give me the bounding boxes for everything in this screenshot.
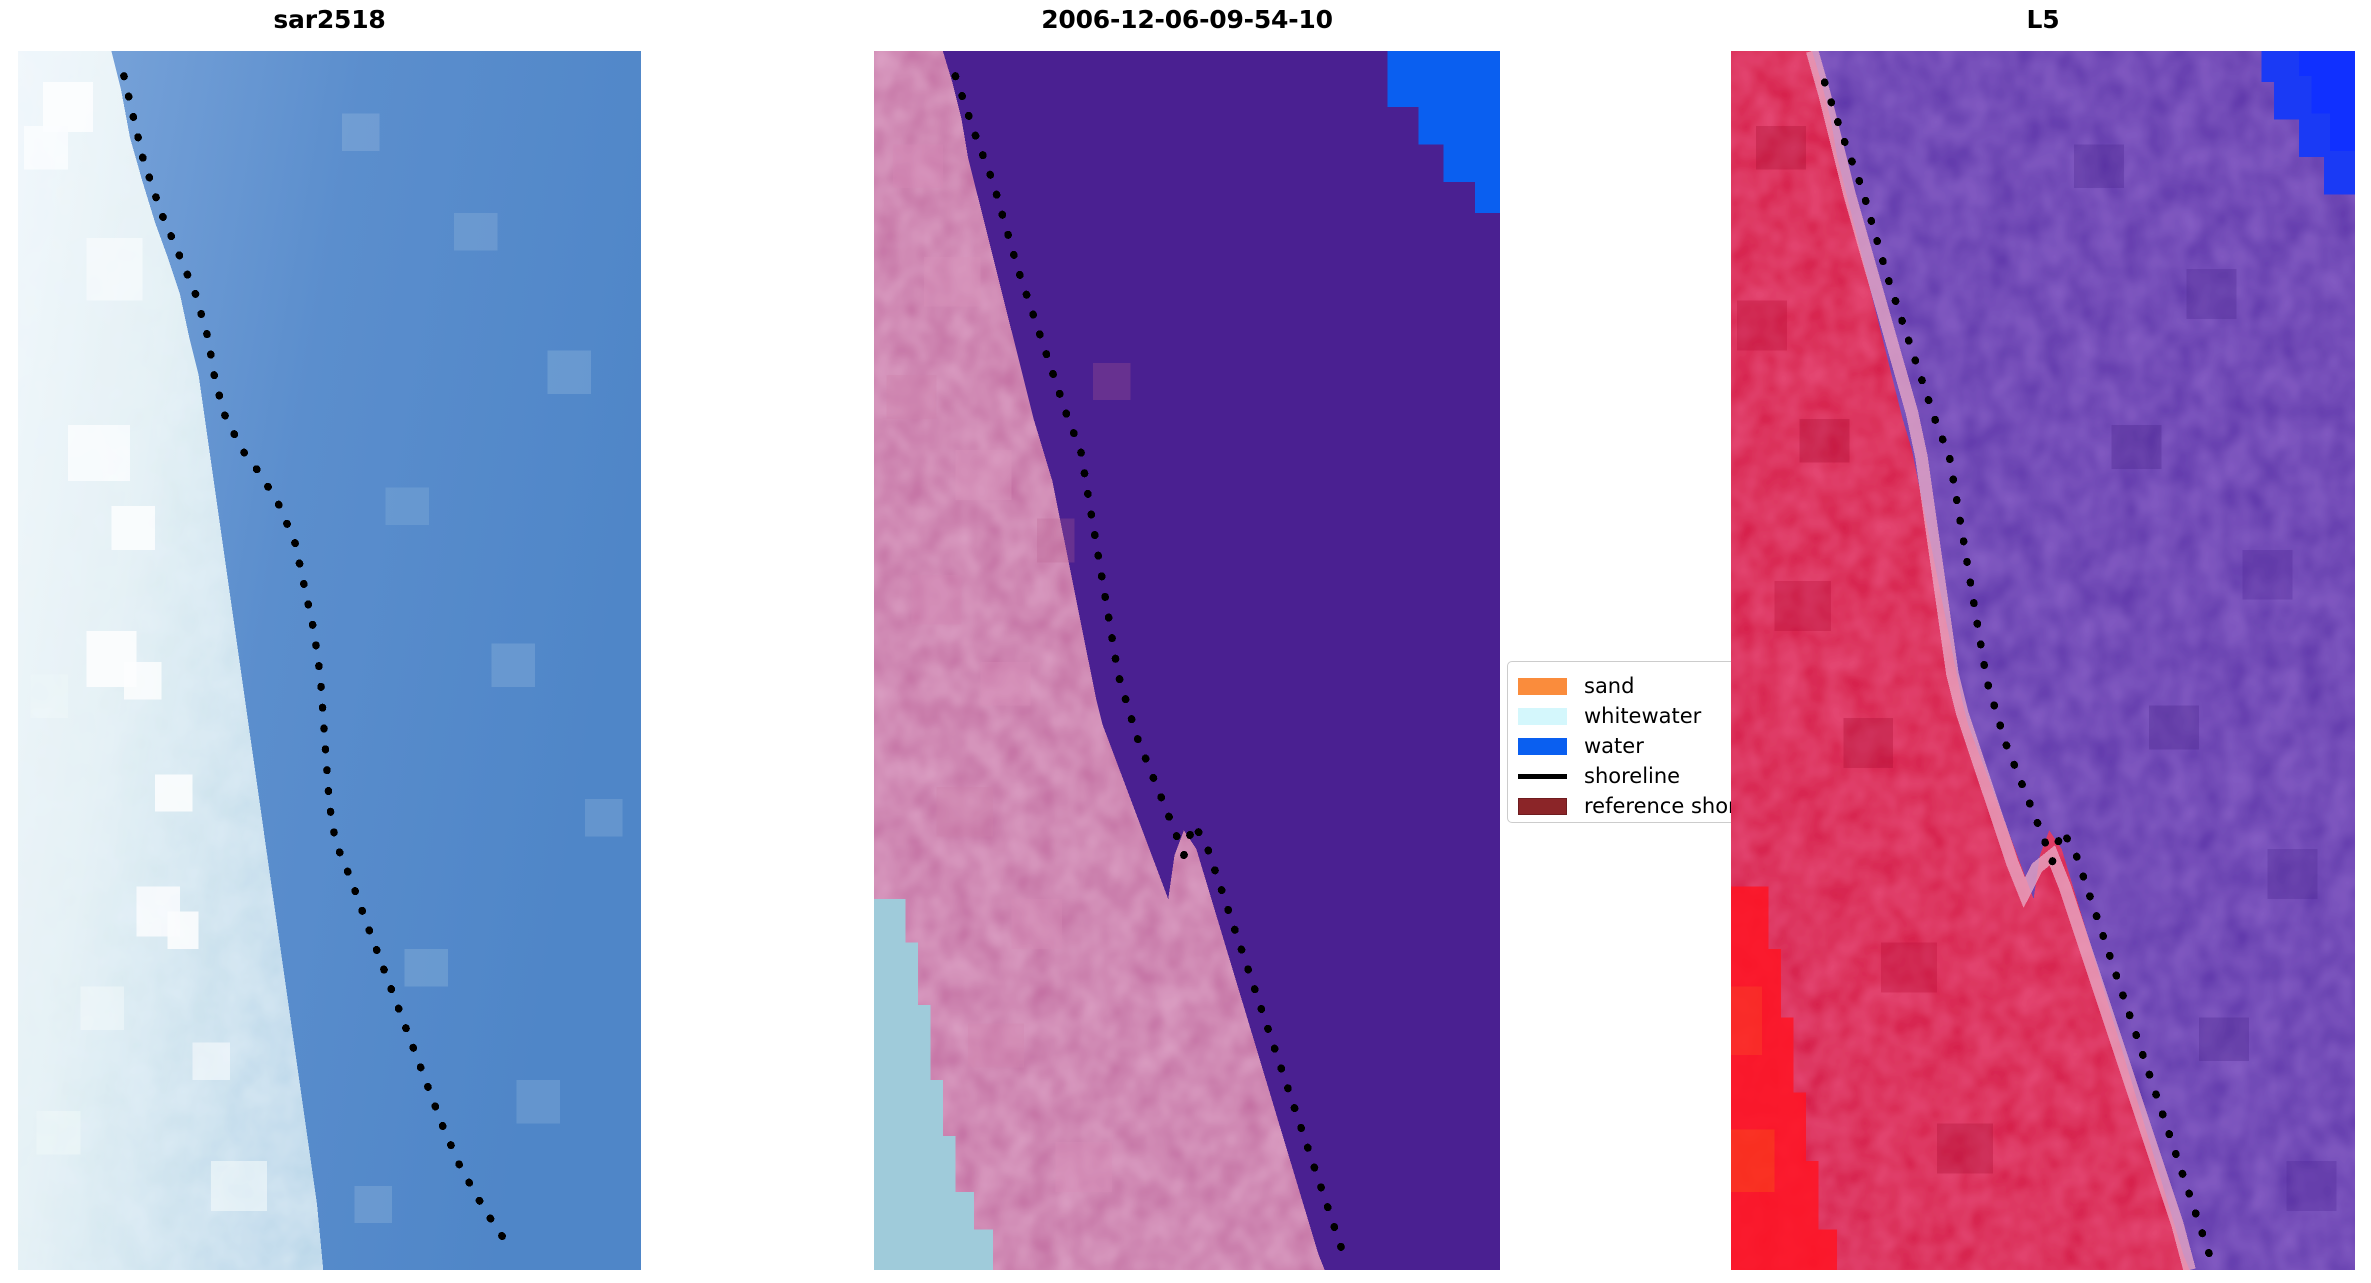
legend-item-sand: sand [1518,671,1731,701]
legend-item-whitewater: whitewater [1518,701,1731,731]
sar-image [18,51,641,1270]
legend-label-water: water [1584,733,1644,758]
legend: sand whitewater water shoreline referenc… [1507,661,1731,823]
panel-title-classified: 2006-12-06-09-54-10 [1041,5,1333,34]
legend-label-shoreline: shoreline [1584,763,1681,788]
legend-label-whitewater: whitewater [1584,703,1702,728]
legend-label-sand: sand [1584,673,1635,698]
legend-item-reference-shoreline: reference shoreline [1518,791,1731,821]
legend-label-reference-shoreline: reference shoreline [1584,793,1731,818]
panel-title-sar: sar2518 [273,5,386,34]
water-swatch [1518,737,1567,755]
panel-sar[interactable] [18,51,641,1270]
legend-item-water: water [1518,731,1731,761]
whitewater-swatch [1518,707,1567,725]
panel-title-l5: L5 [2026,5,2060,34]
l5-image [1731,51,2355,1270]
legend-item-shoreline: shoreline [1518,761,1731,791]
classified-image [874,51,1500,1270]
shoreline-swatch [1518,773,1567,779]
panel-l5[interactable] [1731,51,2355,1270]
sand-swatch [1518,677,1567,695]
panel-classified[interactable] [874,51,1500,1270]
reference-shoreline-swatch [1518,797,1567,815]
legend-clip: sand whitewater water shoreline referenc… [1507,661,1731,823]
